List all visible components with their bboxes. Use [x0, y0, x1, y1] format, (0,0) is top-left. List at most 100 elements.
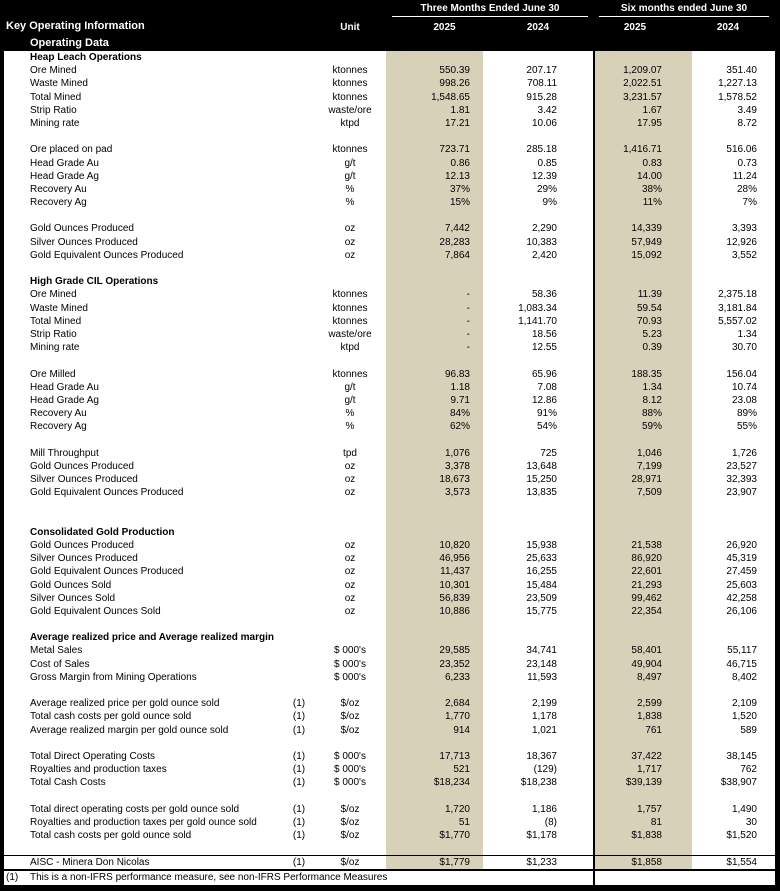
cell-note: [284, 288, 314, 301]
cell-v4: [692, 526, 775, 539]
section-divider: [593, 736, 595, 750]
cell-v4: 11.24: [732, 170, 757, 182]
cell-unit: [314, 842, 386, 855]
cell-label: Recovery Au: [30, 408, 87, 420]
cell-v1: 1.81: [386, 103, 483, 117]
spacer-row: [4, 130, 775, 144]
cell-v3: [595, 130, 692, 144]
cell-unit: [314, 354, 386, 367]
cell-v2: 18,367: [526, 750, 557, 762]
cell-unit: [314, 275, 386, 288]
section-divider: [593, 367, 595, 381]
table-row: Recovery Ag% 15% 9% 11% 7%: [4, 196, 775, 210]
cell-v2: 11,593: [527, 671, 557, 683]
section-divider: [593, 275, 595, 289]
cell-v2: 1,178: [531, 711, 557, 723]
cell-unit: [314, 790, 386, 803]
cell-label: Gold Ounces Produced: [30, 539, 134, 551]
cell-unit: oz: [344, 223, 356, 235]
cell-note: [284, 209, 314, 222]
cell-v1: [386, 130, 483, 144]
cell-label: Recovery Au: [30, 183, 87, 195]
section-divider: [593, 393, 595, 408]
cell-note: [284, 368, 314, 381]
cell-label: Gold Equivalent Ounces Produced: [30, 566, 184, 578]
cell-note: (1): [292, 830, 306, 842]
cell-v2: 12.55: [531, 342, 557, 354]
cell-unit: ktonnes: [332, 78, 368, 90]
cell-note: (1): [292, 711, 306, 723]
cell-v3: [595, 354, 692, 368]
section-header-row: Consolidated Gold Production: [4, 525, 775, 539]
cell-label: AISC - Minera Don Nicolas: [30, 857, 150, 869]
cell-v1: 15%: [386, 196, 483, 210]
cell-v4: [692, 790, 775, 803]
cell-unit: [314, 631, 386, 644]
table-row: Gold Ounces Produced oz 3,378 13,648 7,199 23…: [4, 459, 775, 473]
cell-v1: [386, 684, 483, 698]
cell-v3: 14.00: [595, 169, 692, 183]
cell-v3: 15,092: [595, 248, 692, 262]
table-row: Strip Ratio waste/ore - 18.56 5.23 1.34: [4, 327, 775, 342]
cell-unit: $/oz: [340, 857, 360, 869]
table-body: Heap Leach Operations Ore Mined ktonnes 550…: [4, 51, 775, 869]
cell-label: Royalties and production taxes per gold …: [30, 816, 257, 828]
cell-label: Silver Ounces Produced: [30, 474, 138, 485]
cell-unit: oz: [344, 487, 356, 499]
cell-v1: 521: [386, 763, 483, 777]
cell-v4: 28%: [736, 183, 757, 195]
cell-label: Gross Margin from Mining Operations: [30, 671, 197, 683]
cell-v2: [483, 209, 593, 222]
table-row: Mill Throughput tpd 1,076 725 1,046 1,726: [4, 446, 775, 460]
cell-v1: [386, 618, 483, 632]
cell-label: [4, 842, 284, 855]
cell-v4: [692, 684, 775, 697]
cell-v4: 32,393: [726, 474, 757, 485]
cell-v2: 9%: [542, 197, 557, 209]
cell-v1: -: [386, 327, 483, 342]
cell-note: (1): [292, 803, 306, 815]
cell-v2: 54%: [536, 421, 557, 433]
cell-v3: 14,339: [595, 222, 692, 236]
cell-unit: oz: [344, 605, 356, 617]
cell-label: Silver Ounces Produced: [30, 236, 138, 248]
cell-note: [284, 64, 314, 77]
section-divider: [593, 341, 595, 355]
table-row: Gold Equivalent Ounces Produced oz 11,437 1…: [4, 565, 775, 579]
table-row: Recovery Au% 37% 29% 38% 28%: [4, 182, 775, 197]
table-row: Royalties and production taxes per gold …: [4, 815, 775, 830]
cell-v3: 49,904: [595, 657, 692, 671]
cell-note: [284, 170, 314, 183]
cell-v2: 15,775: [526, 605, 557, 617]
cell-v4: 516.06: [726, 144, 757, 156]
cell-note: [284, 526, 314, 539]
cell-v2: 23,509: [526, 592, 557, 604]
footnote-row: (1) This is a non-IFRS performance measu…: [4, 869, 775, 886]
cell-v4: 3,393: [731, 223, 757, 235]
cell-v2: 34,741: [526, 645, 557, 657]
cell-unit: [314, 526, 386, 539]
cell-unit: $/oz: [340, 698, 360, 710]
cell-v1: 84%: [386, 407, 483, 421]
cell-unit: [314, 499, 386, 512]
spacer-row: [4, 684, 775, 698]
section-divider: [593, 578, 595, 592]
cell-label: Gold Equivalent Ounces Produced: [30, 487, 184, 499]
cell-v3: 1,416.71: [595, 143, 692, 157]
table-row: Head Grade Ag g/t 9.71 12.86 8.12 23.08: [4, 393, 775, 408]
page-title: Key Operating Information: [6, 20, 145, 32]
section-divider: [593, 196, 595, 210]
cell-label: Recovery Ag: [30, 197, 87, 209]
section-subtitle: Operating Data: [30, 37, 109, 49]
cell-v2: 915.28: [526, 91, 557, 103]
cell-label: Royalties and production taxes: [30, 764, 167, 776]
cell-v4: 26,920: [726, 539, 757, 551]
cell-unit: ktonnes: [332, 302, 368, 314]
cell-v4: 3,552: [731, 249, 757, 261]
cell-label: Head Grade Ag: [30, 394, 99, 406]
cell-v3: 22,354: [595, 604, 692, 619]
cell-v4: 7%: [742, 197, 757, 209]
cell-note: [284, 473, 314, 486]
cell-v2: [483, 499, 593, 512]
cell-v2: [483, 513, 593, 526]
